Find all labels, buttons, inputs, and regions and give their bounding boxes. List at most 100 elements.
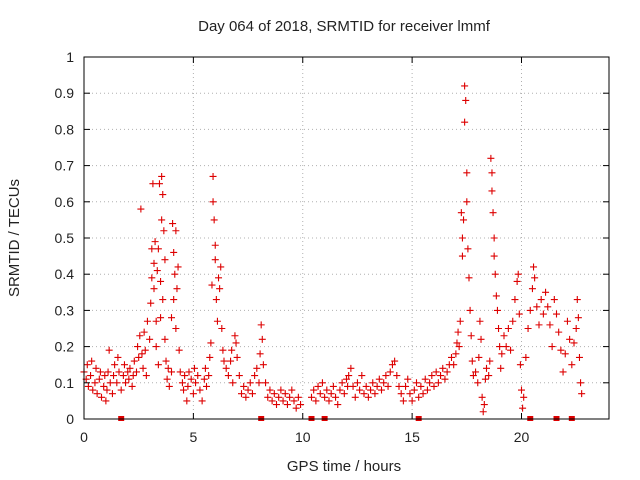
data-point <box>457 209 465 217</box>
data-point <box>468 357 476 365</box>
data-points <box>80 82 586 421</box>
data-point <box>548 343 556 351</box>
data-point <box>522 353 530 361</box>
data-point <box>147 299 155 307</box>
data-point <box>286 393 294 401</box>
data-point <box>113 379 121 387</box>
data-point <box>561 350 569 358</box>
data-point <box>151 238 159 246</box>
data-point <box>183 397 191 405</box>
data-point <box>192 379 200 387</box>
data-point <box>570 339 578 347</box>
data-point <box>485 372 493 380</box>
data-point <box>229 379 237 387</box>
data-point <box>371 390 379 398</box>
data-point <box>518 386 525 394</box>
data-point <box>466 306 474 314</box>
data-point <box>169 220 177 228</box>
data-point <box>178 379 186 387</box>
data-point <box>150 259 158 267</box>
data-point <box>120 361 128 369</box>
data-point <box>469 372 477 380</box>
data-point <box>450 361 458 369</box>
data-point <box>462 96 470 104</box>
data-point <box>478 393 486 401</box>
data-point <box>453 339 461 347</box>
data-point <box>321 393 329 401</box>
data-point <box>163 375 171 383</box>
data-point <box>489 209 497 217</box>
data-point <box>231 332 239 340</box>
data-point <box>487 154 495 162</box>
data-point <box>345 372 353 380</box>
data-point <box>386 368 394 376</box>
data-point <box>537 296 545 304</box>
data-point <box>108 390 116 398</box>
data-point <box>222 364 230 372</box>
data-point <box>117 386 125 394</box>
data-point <box>138 350 146 358</box>
data-point <box>133 368 140 376</box>
data-point <box>573 296 581 304</box>
data-point <box>488 169 496 177</box>
tick-labels: 00.10.20.30.40.50.60.70.80.910 5 10 15 20 <box>55 49 530 445</box>
data-point <box>171 270 179 278</box>
data-point <box>155 180 163 188</box>
data-point <box>106 379 114 387</box>
data-point <box>240 382 248 390</box>
data-point <box>211 256 219 264</box>
data-point <box>292 404 300 412</box>
data-point <box>176 368 184 376</box>
data-point <box>530 263 538 271</box>
data-point <box>332 393 340 401</box>
data-point <box>443 368 451 376</box>
data-point <box>483 364 490 372</box>
data-point <box>406 390 414 398</box>
data-point <box>88 357 96 365</box>
data-point <box>318 379 326 387</box>
data-point <box>316 390 324 398</box>
data-point <box>139 364 147 372</box>
data-point <box>262 379 270 387</box>
data-point <box>516 361 524 369</box>
data-point <box>533 303 541 311</box>
data-point <box>122 379 130 387</box>
data-point <box>208 281 216 289</box>
data-point <box>384 382 392 390</box>
data-point <box>458 234 466 242</box>
data-point <box>194 372 202 380</box>
data-point <box>566 335 574 343</box>
data-point <box>168 368 175 376</box>
data-point <box>475 353 483 361</box>
data-point <box>448 353 455 361</box>
data-point <box>419 390 427 398</box>
data-point <box>89 386 97 394</box>
data-point <box>486 357 494 365</box>
data-point <box>476 317 484 325</box>
data-point <box>369 379 377 387</box>
data-point <box>404 375 412 383</box>
data-point <box>325 397 333 405</box>
data-point <box>474 379 482 387</box>
data-point <box>268 397 276 405</box>
data-point <box>312 397 320 405</box>
data-point <box>360 390 368 398</box>
data-point <box>209 198 217 206</box>
data-point <box>251 372 259 380</box>
data-point <box>244 386 252 394</box>
data-point <box>413 379 420 387</box>
data-point <box>205 372 213 380</box>
data-point <box>189 390 197 398</box>
data-point <box>264 393 272 401</box>
data-point <box>201 364 209 372</box>
data-point <box>242 393 250 401</box>
y-tick-label: 0.7 <box>55 158 75 174</box>
data-point <box>393 372 401 380</box>
data-point <box>185 368 193 376</box>
data-point <box>104 368 112 376</box>
data-point <box>434 379 442 387</box>
data-point <box>160 227 168 235</box>
data-point <box>329 382 337 390</box>
data-point <box>493 306 501 314</box>
x-tick-label: 15 <box>404 429 420 445</box>
